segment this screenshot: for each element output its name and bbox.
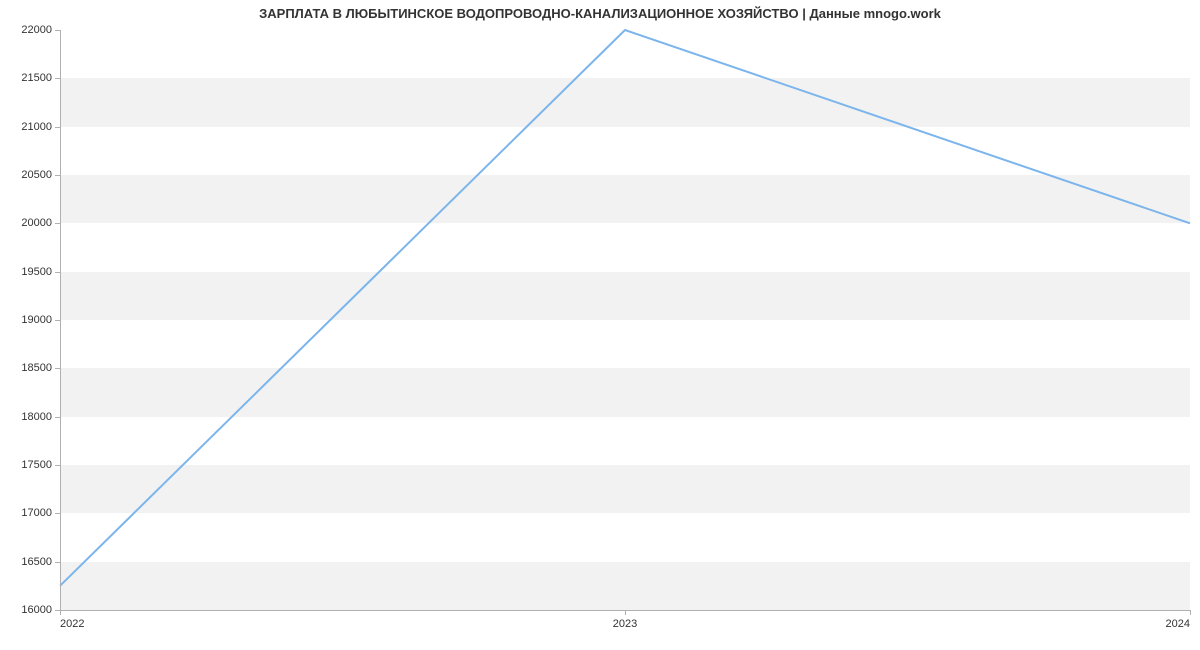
x-tick-mark — [1190, 610, 1191, 615]
y-tick-label: 16500 — [21, 556, 60, 568]
y-tick-label: 17000 — [21, 507, 60, 519]
x-tick-label: 2022 — [60, 610, 84, 630]
y-tick-label: 20000 — [21, 217, 60, 229]
x-tick-label: 2023 — [613, 610, 637, 630]
line-series — [60, 30, 1190, 610]
y-tick-label: 19500 — [21, 266, 60, 278]
x-tick-label: 2024 — [1166, 610, 1190, 630]
y-axis-line — [60, 30, 61, 610]
series-line-salary — [60, 30, 1190, 586]
y-tick-label: 22000 — [21, 24, 60, 36]
y-tick-label: 17500 — [21, 459, 60, 471]
y-tick-label: 20500 — [21, 169, 60, 181]
plot-area: 1600016500170001750018000185001900019500… — [60, 30, 1190, 610]
y-tick-label: 21500 — [21, 72, 60, 84]
y-tick-label: 18000 — [21, 411, 60, 423]
chart-container: { "chart": { "type": "line", "title": "З… — [0, 0, 1200, 650]
y-tick-label: 21000 — [21, 121, 60, 133]
y-tick-label: 19000 — [21, 314, 60, 326]
y-tick-label: 16000 — [21, 604, 60, 616]
y-tick-label: 18500 — [21, 362, 60, 374]
chart-title: ЗАРПЛАТА В ЛЮБЫТИНСКОЕ ВОДОПРОВОДНО-КАНА… — [0, 6, 1200, 21]
